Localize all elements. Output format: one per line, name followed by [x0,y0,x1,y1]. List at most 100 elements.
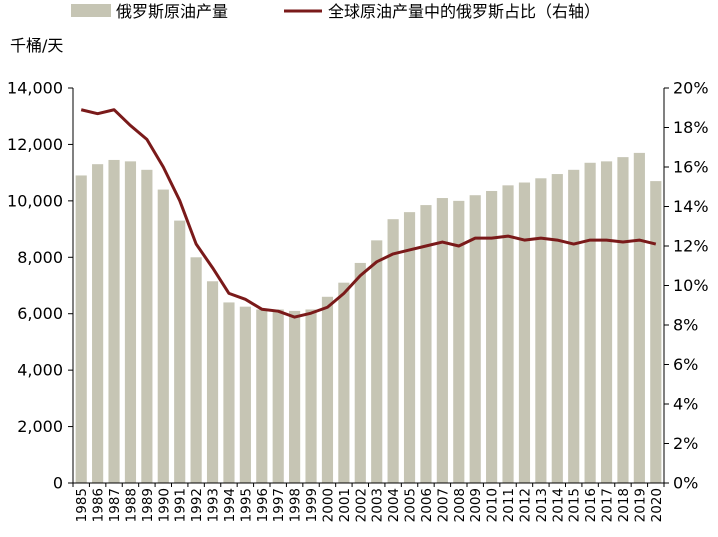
bar-2003 [371,240,383,483]
bar-2002 [354,262,366,483]
x-tick-label: 2002 [353,488,369,522]
bar-2005 [403,212,416,483]
x-tick-label: 2003 [370,488,386,522]
x-tick-label: 2012 [517,488,533,522]
x-tick-label: 1989 [140,488,156,522]
x-tick-label: 1995 [238,488,254,522]
x-tick-label: 1994 [222,488,238,522]
y2-tick-label: 10% [673,276,709,295]
y-tick-label: 12,000 [7,135,63,154]
bar-1993 [206,281,219,483]
x-tick-label: 1990 [156,488,172,522]
y2-tick-label: 4% [673,395,698,414]
bar-2012 [518,182,531,483]
y2-tick-label: 12% [673,237,709,256]
bar-1992 [190,257,202,483]
x-tick-label: 2009 [468,488,484,522]
bar-1987 [108,159,120,483]
x-tick-label: 1998 [288,488,304,522]
share-line [80,108,657,319]
x-tick-label: 2000 [320,488,336,522]
x-tick-label: 1985 [74,488,90,522]
bar-series [75,152,662,484]
bar-1996 [256,309,268,483]
x-tick-label: 1996 [255,488,271,522]
y-tick-label: 8,000 [17,248,63,267]
x-tick-label: 1987 [107,488,123,522]
bar-2013 [535,178,547,484]
bar-1986 [92,164,104,483]
x-tick-label: 2014 [550,488,566,522]
bar-2018 [617,157,629,484]
legend-line-label: 全球原油产量中的俄罗斯占比（右轴） [328,2,600,21]
bar-1999 [305,309,317,483]
bar-2014 [551,174,563,484]
x-tick-label: 2013 [534,488,550,522]
x-tick-label: 1997 [271,488,287,522]
bar-1994 [223,302,235,483]
y2-tick-label: 18% [673,118,709,137]
x-tick-label: 2004 [386,488,402,522]
x-tick-label: 2015 [567,488,583,522]
bar-2019 [633,152,645,483]
bar-1995 [239,306,251,483]
bar-2000 [321,296,334,483]
bar-2004 [387,219,399,483]
bar-2007 [436,198,448,484]
y-tick-label: 14,000 [7,79,63,98]
bar-2020 [650,181,662,484]
x-tick-label: 2019 [632,488,648,522]
bar-1988 [124,161,137,484]
y2-tick-label: 0% [673,474,698,493]
bar-1998 [289,310,301,483]
x-tick-label: 2008 [452,488,468,522]
y2-tick-label: 14% [673,197,709,216]
line-series [80,108,657,319]
x-tick-label: 2016 [583,488,599,522]
x-tick-label: 1992 [189,488,205,522]
legend-bar-swatch [71,4,111,17]
y2-tick-label: 2% [673,434,698,453]
bar-2001 [338,282,350,483]
x-tick-label: 2020 [649,488,665,522]
bar-1991 [174,220,186,484]
x-tick-label: 2010 [485,488,501,522]
bar-2006 [420,205,432,483]
y2-tick-label: 16% [673,158,709,177]
x-tick-label: 1988 [123,488,139,522]
bar-2008 [453,200,465,484]
bar-2016 [584,162,596,483]
bar-2011 [502,185,514,483]
x-tick-label: 2011 [501,488,517,522]
x-tick-label: 2007 [435,488,451,522]
x-tick-label: 2006 [419,488,435,522]
y-axis-title: 千桶/天 [10,36,63,55]
bar-2010 [486,190,498,484]
bar-2017 [600,161,613,484]
y-tick-label: 4,000 [17,361,63,380]
legend: 俄罗斯原油产量 全球原油产量中的俄罗斯占比（右轴） [71,2,600,21]
y2-tick-label: 6% [673,355,698,374]
y2-tick-label: 8% [673,316,698,335]
axes: 0 2,000 4,000 6,000 8,000 10,000 12,000 14,000 0… [7,79,709,523]
y-tick-label: 0 [53,474,63,493]
x-tick-label: 1991 [173,488,189,522]
bar-1997 [272,309,284,483]
y-tick-label: 6,000 [17,304,63,323]
bar-1989 [141,169,153,483]
x-tick-label: 2018 [616,488,632,522]
x-tick-label: 1986 [91,488,107,522]
y2-tick-label: 20% [673,79,709,98]
bar-1985 [75,175,87,483]
bar-1990 [157,189,169,483]
bar-2009 [469,195,481,483]
legend-bar-label: 俄罗斯原油产量 [116,2,228,21]
y-tick-label: 10,000 [7,191,63,210]
x-tick-label: 1999 [304,488,320,522]
x-tick-label: 2017 [600,488,616,522]
x-tick-label: 2005 [403,488,419,522]
y-tick-label: 2,000 [17,417,63,436]
x-tick-label: 1993 [206,488,222,522]
x-tick-label: 2001 [337,488,353,522]
